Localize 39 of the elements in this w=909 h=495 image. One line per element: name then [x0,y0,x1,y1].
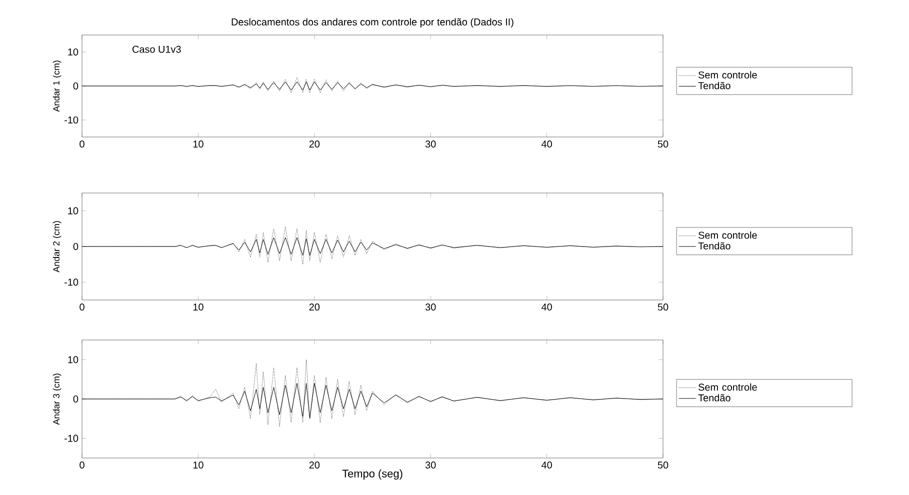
x-tick-label: 40 [542,140,552,148]
y-axis-title: Andar 1 (cm) [52,60,62,112]
x-tick-label: 0 [80,140,84,148]
x-tick-label: 20 [309,140,320,148]
y-tick-label: 0 [73,242,78,250]
x-tick-label: 30 [425,140,436,148]
x-tick-label: 30 [425,462,436,469]
annotation: Caso U1v3 [132,46,181,53]
y-tick-label: 10 [68,356,78,364]
legend-label: Sem controle [698,383,757,391]
legend-label: Tendão [698,242,730,250]
x-tick-label: 50 [658,304,668,311]
x-tick-label: 0 [80,462,84,469]
x-tick-label: 20 [309,462,320,469]
legend-label: Tendão [698,394,730,402]
x-axis-title: Tempo (seg) [342,469,402,480]
y-tick-label: -10 [64,116,78,124]
x-tick-label: 10 [193,462,204,469]
x-tick-label: 50 [658,462,668,469]
x-tick-label: 0 [80,304,84,311]
x-tick-label: 50 [658,140,668,148]
legend-label: Sem controle [698,231,757,239]
legend-label: Sem controle [698,71,757,78]
chart-title: Deslocamentos dos andares com controle por tendão (Dados II) [232,18,514,28]
y-tick-label: 0 [73,395,78,403]
x-tick-label: 40 [542,304,552,311]
y-tick-label: -10 [64,434,78,442]
y-axis-title: Andar 2 (cm) [52,221,62,272]
x-tick-label: 10 [193,304,204,311]
x-tick-label: 20 [309,304,320,311]
y-axis-title: Andar 3 (cm) [52,374,62,425]
y-tick-label: -10 [64,278,78,286]
x-tick-label: 10 [193,140,204,148]
y-tick-label: 10 [68,48,78,56]
x-tick-label: 30 [425,304,436,311]
y-tick-label: 0 [73,82,78,90]
legend-label: Tendão [698,82,730,90]
x-tick-label: 40 [542,462,552,469]
y-tick-label: 10 [68,207,78,214]
